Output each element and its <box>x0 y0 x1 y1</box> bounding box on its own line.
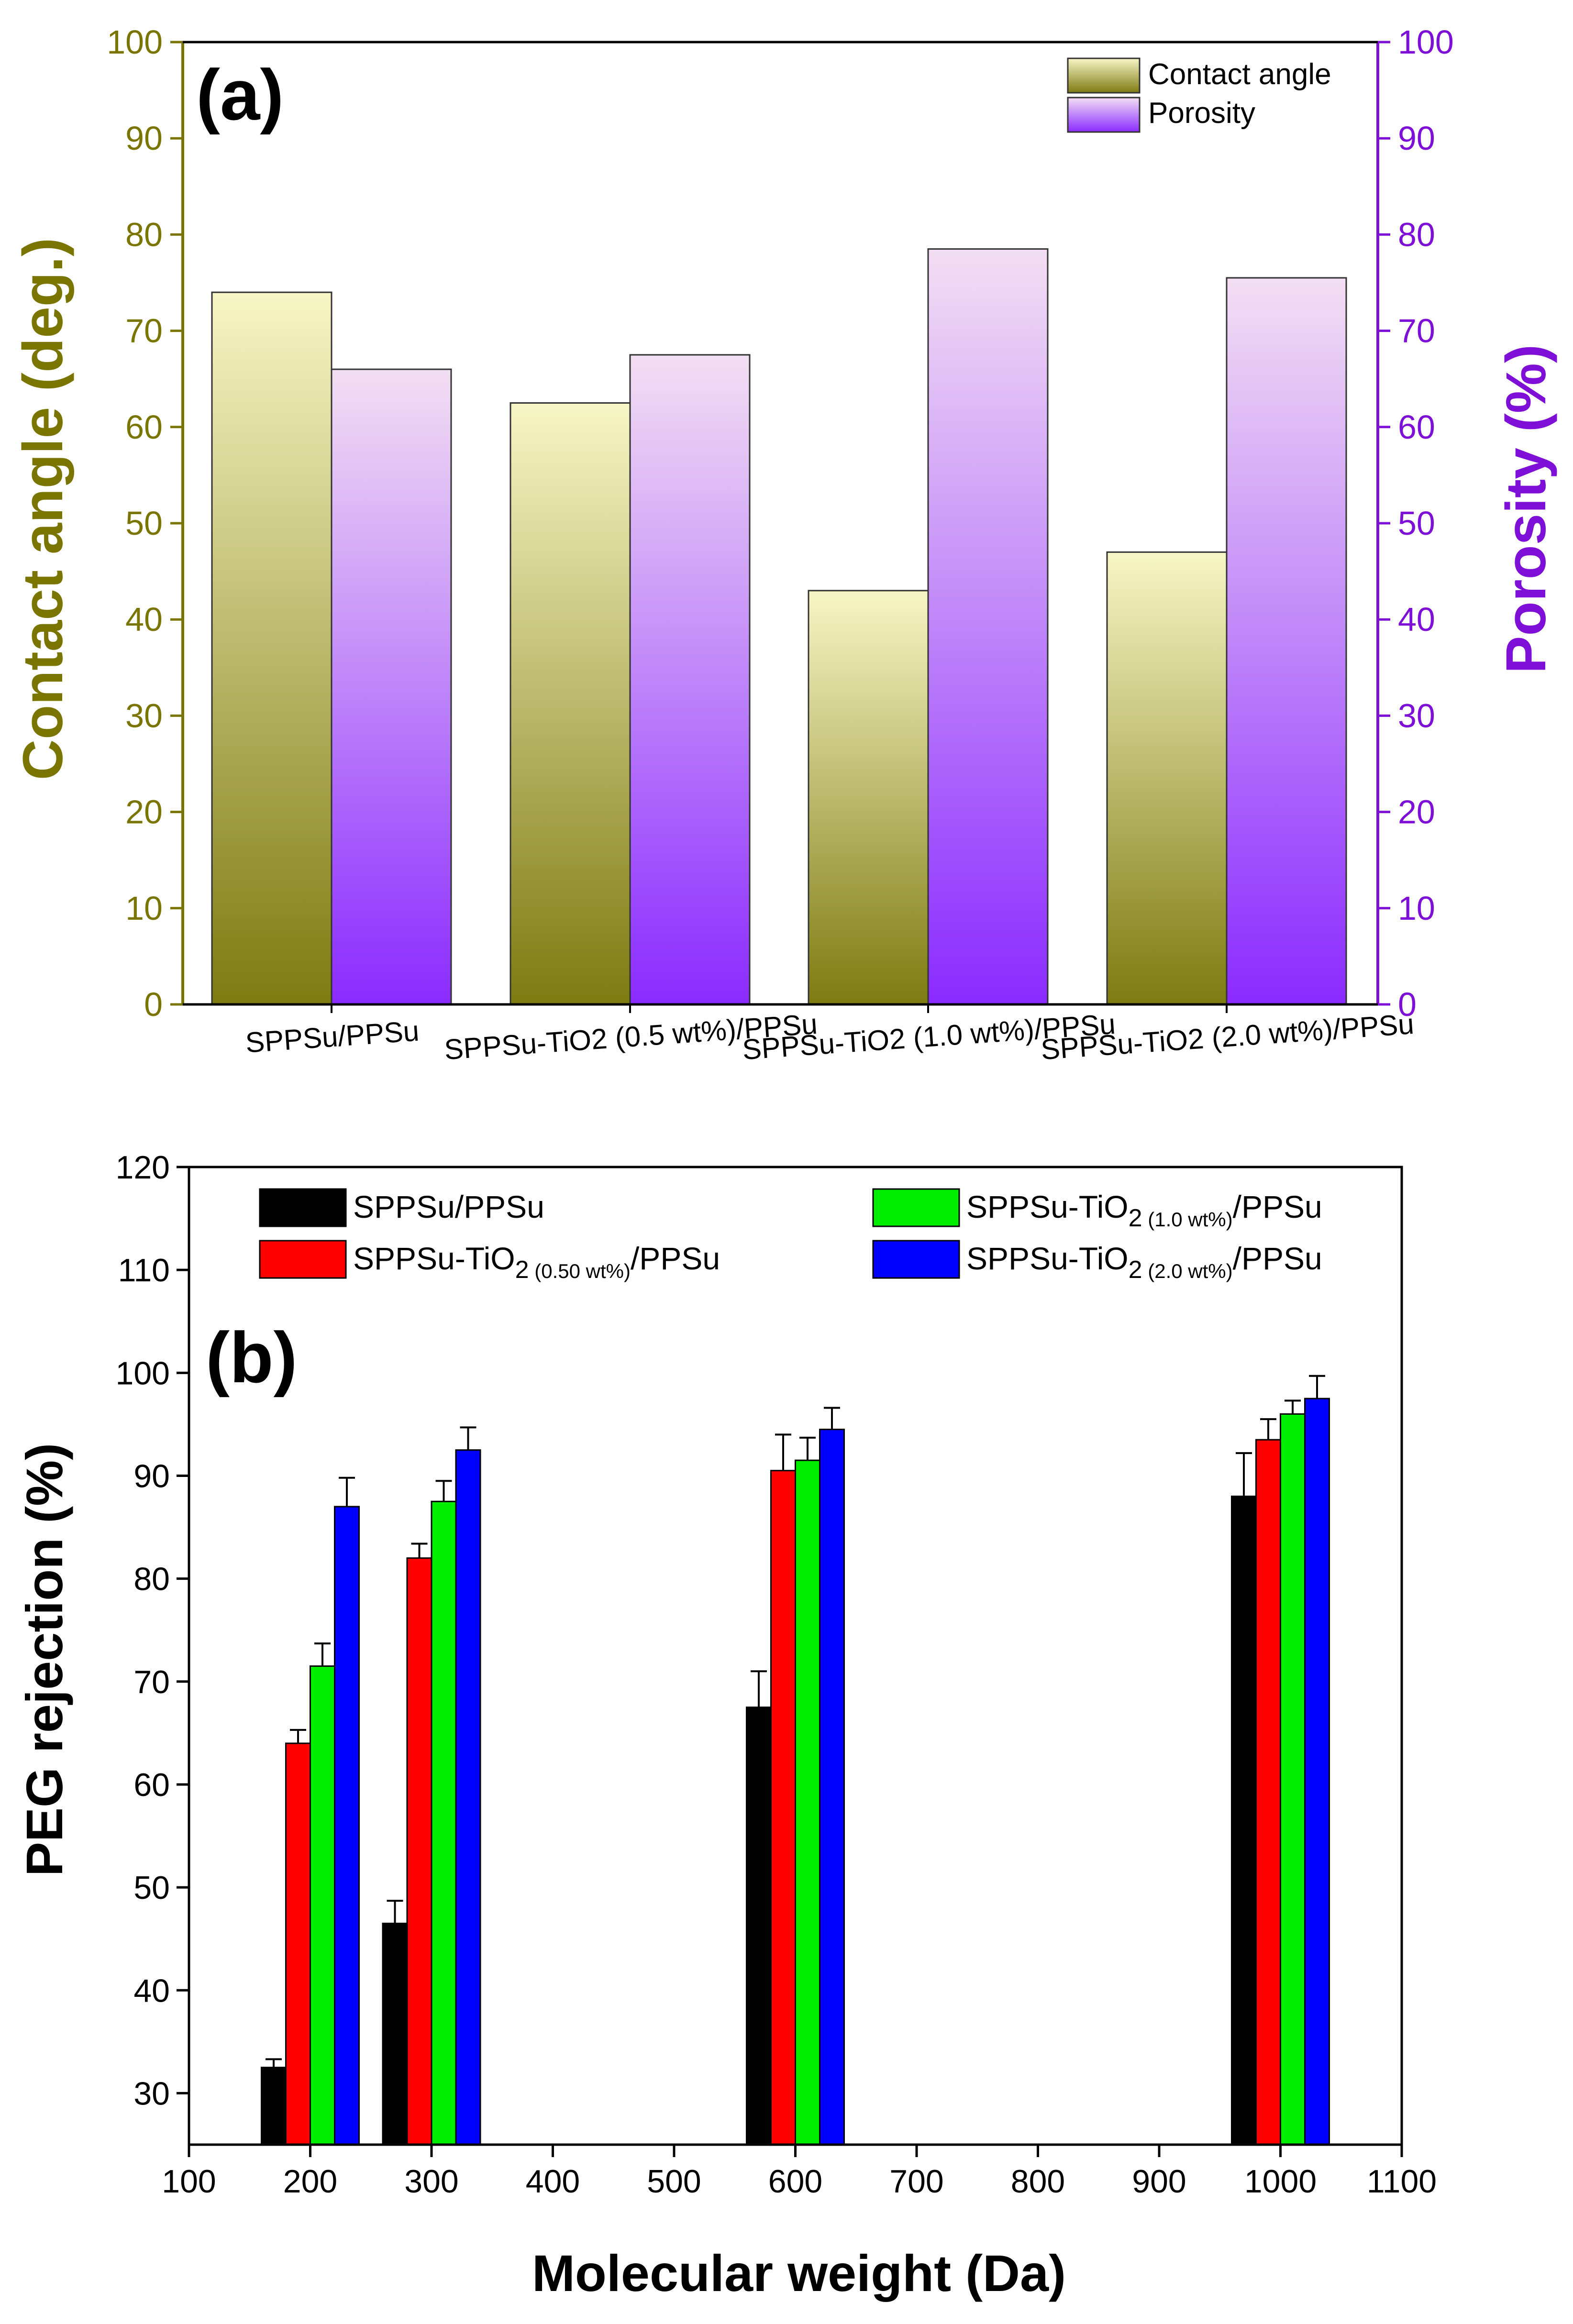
y-tick-label-40: 40 <box>133 1972 170 2009</box>
x-tick-label-800: 800 <box>1011 2163 1065 2200</box>
x-tick-label-300: 300 <box>404 2163 458 2200</box>
panel-b-x-axis-title: Molecular weight (Da) <box>532 2244 1066 2302</box>
y-tick-label-right: 80 <box>1398 216 1435 253</box>
legend-swatch-sppsu-tio2-0-50-wt-ppsu <box>259 1240 347 1279</box>
bar-sppsu-ppsu-600 <box>746 1707 772 2146</box>
y-tick-label-30: 30 <box>133 2075 170 2112</box>
bar-porosity-sppsu-ppsu <box>331 368 452 1005</box>
panel-a-right-axis-title: Porosity (%) <box>1495 344 1558 673</box>
y-tick-label-50: 50 <box>133 1870 170 1906</box>
legend-label-sppsu-ppsu: SPPSu/PPSu <box>353 1189 544 1224</box>
bar-contact-angle-sppsu-tio2-0-5-wt-ppsu <box>510 402 631 1005</box>
y-tick-label-60: 60 <box>133 1767 170 1803</box>
bar-contact-angle-sppsu-tio2-1-0-wt-ppsu <box>808 590 929 1005</box>
y-tick-label-left: 60 <box>125 408 163 446</box>
bar-sppsu-tio2-2-0-wt-ppsu-600 <box>819 1429 845 2146</box>
legend-label-sppsu-tio2-0-50-wt-ppsu: SPPSu-TiO2 (0.50 wt%)/PPSu <box>353 1241 720 1284</box>
x-tick-label-200: 200 <box>283 2163 337 2200</box>
y-tick-label-left: 90 <box>125 120 163 157</box>
x-tick-label-400: 400 <box>526 2163 580 2200</box>
y-tick-label-left: 50 <box>125 505 163 542</box>
y-tick-label-110: 110 <box>118 1252 170 1289</box>
x-tick-label-100: 100 <box>162 2163 216 2200</box>
panel-a-left-axis-title: Contact angle (deg.) <box>11 238 75 780</box>
bar-sppsu-tio2-1-0-wt-ppsu-600 <box>795 1459 820 2146</box>
bar-sppsu-tio2-1-0-wt-ppsu-200 <box>310 1665 335 2146</box>
y-tick-label-right: 60 <box>1398 408 1435 446</box>
bar-sppsu-ppsu-200 <box>261 2067 287 2146</box>
bar-contact-angle-sppsu-ppsu <box>211 291 332 1005</box>
y-tick-label-right: 40 <box>1398 601 1435 638</box>
legend-label-sppsu-tio2-1-0-wt-ppsu: SPPSu-TiO2 (1.0 wt%)/PPSu <box>966 1189 1322 1232</box>
bar-sppsu-tio2-2-0-wt-ppsu-200 <box>334 1506 360 2146</box>
panel-b-chart: 100 200 300 400 500 600 700 800 900 1000 1100 30 40 5… <box>15 1149 1437 2302</box>
y-tick-label-90: 90 <box>133 1458 170 1494</box>
legend-label-sppsu-tio2-2-0-wt-ppsu: SPPSu-TiO2 (2.0 wt%)/PPSu <box>966 1241 1322 1284</box>
y-tick-label-left: 0 <box>144 986 163 1023</box>
panel-b-y-axis-title: PEG rejection (%) <box>15 1443 73 1876</box>
x-tick-label-500: 500 <box>647 2163 701 2200</box>
bar-sppsu-tio2-0-50-wt-ppsu-200 <box>285 1742 311 2146</box>
x-tick-label-600: 600 <box>768 2163 822 2200</box>
y-tick-label-right: 0 <box>1398 986 1417 1023</box>
bar-sppsu-tio2-2-0-wt-ppsu-1000 <box>1304 1398 1330 2146</box>
y-tick-label-80: 80 <box>133 1561 170 1597</box>
bar-porosity-sppsu-tio2-0-5-wt-ppsu <box>629 354 751 1005</box>
y-tick-label-right: 100 <box>1398 23 1454 61</box>
y-tick-label-right: 70 <box>1398 312 1435 350</box>
bar-sppsu-tio2-1-0-wt-ppsu-1000 <box>1280 1413 1306 2146</box>
bar-sppsu-tio2-0-50-wt-ppsu-1000 <box>1255 1439 1281 2146</box>
panel-a-chart: SPPSu/PPSu SPPSu-TiO2 (0.5 wt%)/PPSuSPPSu… <box>11 23 1558 1066</box>
bar-contact-angle-sppsu-tio2-2-0-wt-ppsu <box>1106 551 1228 1005</box>
y-tick-label-left: 70 <box>125 312 163 350</box>
y-tick-label-left: 80 <box>125 216 163 253</box>
x-tick-label-1000: 1000 <box>1244 2163 1317 2200</box>
bar-sppsu-tio2-2-0-wt-ppsu-300 <box>455 1449 481 2146</box>
panel-a-legend: Contact angle Porosity <box>1067 57 1331 133</box>
legend-swatch-contact-angle <box>1067 57 1141 94</box>
panel-b-legend: SPPSu/PPSu SPPSu-TiO2 (0.50 wt%)/PPSu SPPS… <box>259 1188 1322 1284</box>
panel-b-label: (b) <box>206 1317 298 1398</box>
y-tick-label-left: 10 <box>125 890 163 927</box>
y-tick-label-right: 20 <box>1398 793 1435 831</box>
panel-a-bars <box>211 248 1347 1005</box>
panel-b-ticks: 100 200 300 400 500 600 700 800 900 1000 1100 30 40 5… <box>116 1149 1437 2200</box>
legend-label-contact-angle: Contact angle <box>1148 58 1331 91</box>
legend-swatch-sppsu-tio2-2-0-wt-ppsu <box>872 1240 960 1279</box>
bar-sppsu-tio2-1-0-wt-ppsu-300 <box>431 1500 457 2146</box>
bar-sppsu-tio2-0-50-wt-ppsu-600 <box>770 1470 796 2146</box>
y-tick-label-100: 100 <box>116 1355 170 1391</box>
y-tick-label-left: 40 <box>125 601 163 638</box>
x-tick-label-1100: 1100 <box>1367 2163 1437 2200</box>
legend-swatch-sppsu-tio2-1-0-wt-ppsu <box>872 1188 960 1227</box>
y-tick-label-right: 90 <box>1398 120 1435 157</box>
bar-porosity-sppsu-tio2-1-0-wt-ppsu <box>927 248 1049 1005</box>
bar-sppsu-tio2-0-50-wt-ppsu-300 <box>406 1557 432 2146</box>
bar-sppsu-ppsu-1000 <box>1231 1496 1257 2146</box>
y-tick-label-left: 30 <box>125 697 163 734</box>
y-tick-label-right: 30 <box>1398 697 1435 734</box>
legend-label-porosity: Porosity <box>1148 97 1255 130</box>
y-tick-label-left: 100 <box>107 23 163 61</box>
legend-swatch-porosity <box>1067 97 1141 133</box>
panel-a-label: (a) <box>196 55 284 135</box>
y-tick-label-right: 50 <box>1398 505 1435 542</box>
y-tick-label-right: 10 <box>1398 890 1435 927</box>
bar-porosity-sppsu-tio2-2-0-wt-ppsu <box>1226 277 1347 1005</box>
x-tick-label-900: 900 <box>1132 2163 1186 2200</box>
x-tick-label-700: 700 <box>889 2163 943 2200</box>
y-tick-label-120: 120 <box>116 1149 170 1186</box>
bar-sppsu-ppsu-300 <box>382 1922 408 2146</box>
y-tick-label-left: 20 <box>125 793 163 831</box>
x-tick-label-sppsu-ppsu: SPPSu/PPSu <box>244 1015 420 1059</box>
panel-b-bars <box>261 1375 1330 2146</box>
legend-swatch-sppsu-ppsu <box>259 1188 347 1227</box>
y-tick-label-70: 70 <box>133 1664 170 1700</box>
